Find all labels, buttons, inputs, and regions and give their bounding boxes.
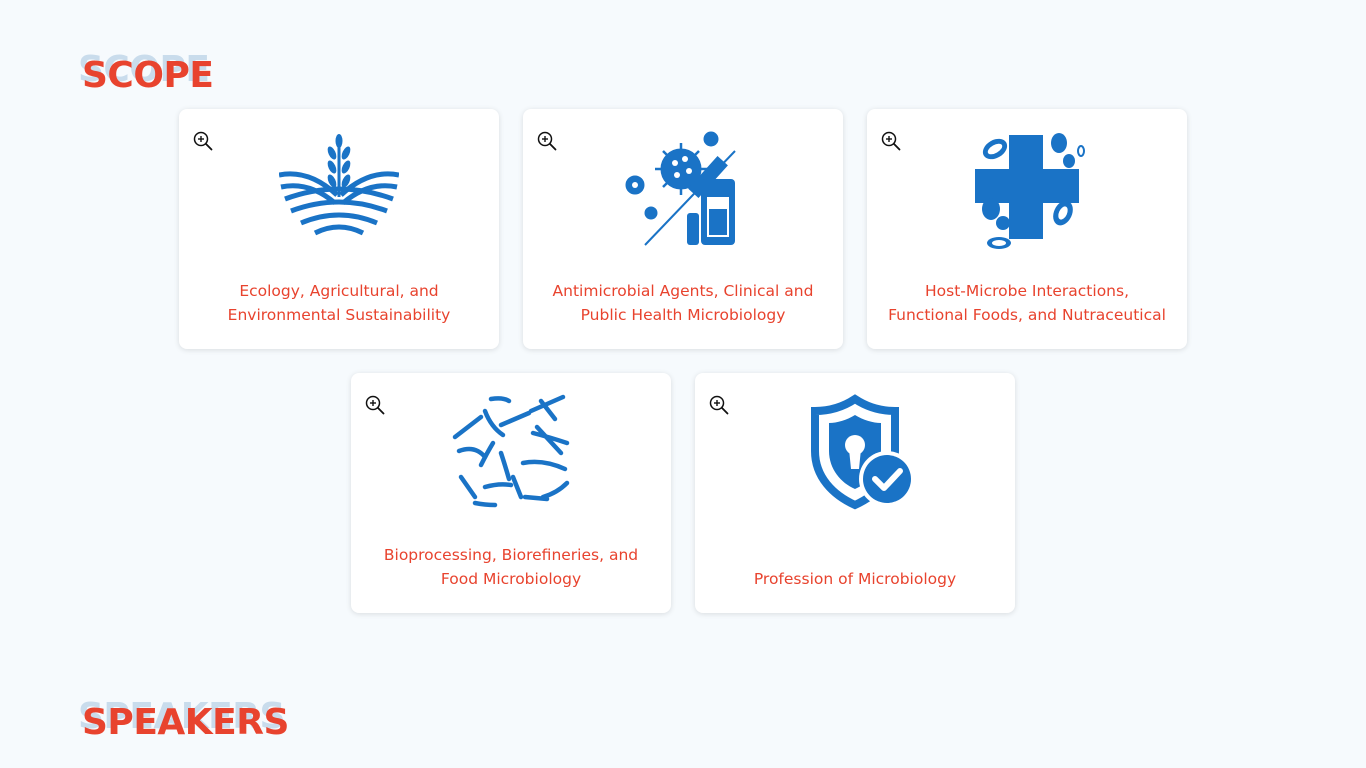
scope-card-label: Ecology, Agricultural, and Environmental… bbox=[227, 282, 451, 324]
scope-card-antimicrobial[interactable]: Antimicrobial Agents, Clinical and Publi… bbox=[523, 109, 843, 349]
scope-card-label: Host-Microbe Interactions, Functional Fo… bbox=[888, 282, 1166, 324]
zoom-in-icon[interactable] bbox=[193, 131, 213, 151]
speakers-heading-shadow: SPEAKERS bbox=[78, 696, 285, 737]
scope-card-profession[interactable]: Profession of Microbiology bbox=[695, 373, 1015, 613]
scope-card-ecology[interactable]: Ecology, Agricultural, and Environmental… bbox=[179, 109, 499, 349]
speakers-heading-text: SPEAKERS bbox=[82, 702, 289, 743]
agriculture-field-icon bbox=[279, 134, 399, 236]
zoom-in-icon[interactable] bbox=[537, 131, 557, 151]
zoom-in-icon[interactable] bbox=[709, 395, 729, 415]
security-shield-check-icon bbox=[811, 394, 915, 510]
speakers-heading: SPEAKERS SPEAKERS bbox=[78, 699, 289, 743]
zoom-in-icon[interactable] bbox=[881, 131, 901, 151]
scope-heading: SCOPE SCOPE bbox=[78, 52, 214, 96]
zoom-in-icon[interactable] bbox=[365, 395, 385, 415]
scope-card-bioprocessing[interactable]: Bioprocessing, Biorefineries, and Food M… bbox=[351, 373, 671, 613]
virus-vaccine-icon bbox=[625, 131, 736, 246]
scope-card-host-microbe[interactable]: Host-Microbe Interactions, Functional Fo… bbox=[867, 109, 1187, 349]
scope-card-label: Profession of Microbiology bbox=[753, 570, 957, 588]
scope-heading-shadow: SCOPE bbox=[78, 49, 210, 90]
bacteria-rods-icon bbox=[452, 394, 570, 508]
medical-cross-microbes-icon bbox=[975, 133, 1085, 249]
scope-heading-text: SCOPE bbox=[82, 55, 214, 96]
scope-card-label: Bioprocessing, Biorefineries, and Food M… bbox=[383, 546, 639, 588]
scope-card-label: Antimicrobial Agents, Clinical and Publi… bbox=[552, 282, 814, 324]
